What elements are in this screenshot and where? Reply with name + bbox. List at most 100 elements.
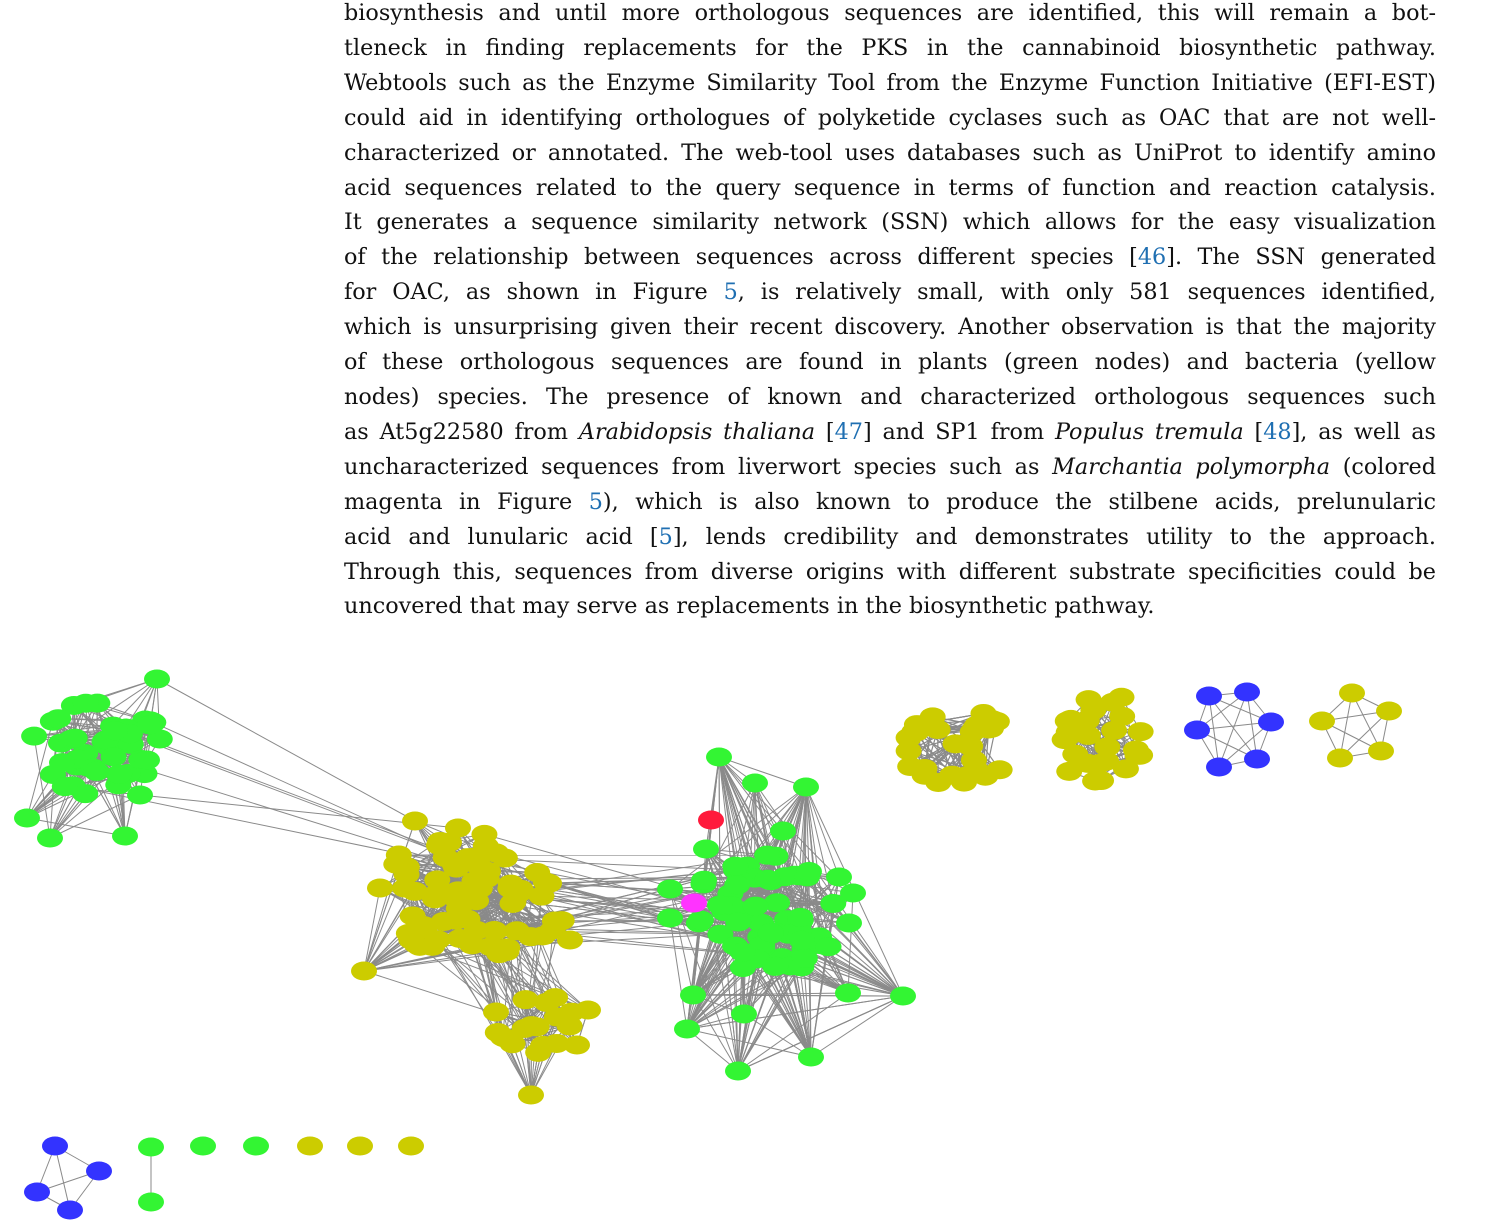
citation-link[interactable]: 48 (1263, 418, 1292, 445)
text-line: uncovered that may serve as replacements… (344, 589, 1436, 624)
network-edge (669, 888, 694, 996)
network-edge (767, 878, 904, 997)
network-edge (156, 678, 416, 822)
network-edge (805, 786, 834, 904)
bacteria-node (503, 921, 530, 941)
network-edge (805, 786, 840, 878)
plant-node (835, 983, 861, 1003)
plant-node (687, 910, 714, 930)
plant-node (657, 908, 683, 928)
bacteria-node (398, 1136, 424, 1156)
network-edge (54, 1145, 71, 1211)
plant-node (731, 1004, 757, 1024)
network-edge (112, 725, 441, 851)
bacteria-node (524, 863, 551, 883)
text-run: biosynthesis and until more orthologous … (344, 0, 1436, 26)
bacteria-node (1122, 740, 1149, 760)
text-line: for OAC, as shown in Figure 5, is relati… (344, 275, 1436, 310)
bacteria-node (1056, 761, 1083, 781)
network-edge (1208, 695, 1220, 768)
network-edge (743, 1013, 812, 1058)
network-edge (754, 782, 904, 997)
bacteria-node (483, 1002, 509, 1022)
citation-link[interactable]: 5 (588, 488, 603, 515)
network-edge (524, 935, 544, 1029)
text-line: acid sequences related to the query sequ… (344, 171, 1436, 206)
bacteria-node (1055, 722, 1082, 742)
plant-node (890, 986, 916, 1006)
network-edge (686, 945, 736, 1030)
bacteria-node (575, 1000, 601, 1020)
text-run: could aid in identifying orthologues of … (344, 104, 1436, 131)
text-run: ]. The SSN generated (1166, 244, 1436, 271)
other-node (1258, 712, 1284, 732)
network-edge (1246, 691, 1258, 760)
network-edge (153, 721, 461, 863)
plant-node (840, 883, 866, 903)
other-node (1184, 720, 1210, 740)
network-edge (457, 890, 589, 1011)
network-edge (686, 995, 904, 1030)
species-name: Arabidopsis thaliana (578, 418, 815, 445)
bacteria-node (518, 1085, 544, 1105)
text-run: uncharacterized sequences from liverwort… (344, 453, 1053, 480)
plant-node (815, 937, 842, 957)
plant-node (657, 879, 683, 899)
bacteria-node (1082, 771, 1109, 791)
text-line: magenta in Figure 5), which is also know… (344, 485, 1436, 520)
text-run: tleneck in finding replacements for the … (344, 34, 1436, 61)
bacteria-node (1327, 748, 1353, 768)
bacteria-node (903, 722, 930, 742)
bacteria-node (398, 930, 425, 950)
plant-node (691, 870, 718, 890)
plant-node (788, 930, 815, 950)
citation-link[interactable]: 5 (658, 523, 673, 550)
text-line: characterized or annotated. The web-tool… (344, 136, 1436, 171)
text-run: Through this, sequences from diverse ori… (344, 558, 1436, 585)
plant-node (754, 869, 781, 889)
species-name: Populus tremula (1054, 418, 1244, 445)
network-edge (1339, 692, 1353, 759)
bacteria-node (964, 715, 991, 735)
plant-node (725, 1061, 751, 1081)
text-run: ], as well as (1291, 418, 1436, 445)
plant-node (14, 808, 40, 828)
bacteria-node (942, 734, 969, 754)
text-run: (colored (1330, 453, 1436, 480)
bacteria-node (425, 835, 452, 855)
text-run: Webtools such as the Enzyme Similarity T… (344, 69, 1436, 96)
network-edge (718, 756, 801, 918)
network-edge (26, 817, 126, 837)
bacteria-node (986, 760, 1013, 780)
citation-link[interactable]: 5 (723, 279, 738, 306)
plant-node (795, 862, 822, 882)
text-run: [ (815, 418, 835, 445)
bacteria-node (443, 858, 470, 878)
marchantia-node (681, 893, 707, 913)
bacteria-node (419, 936, 446, 956)
bacteria-node (347, 1136, 373, 1156)
network-edge (805, 786, 820, 937)
plant-node (100, 747, 127, 767)
bacteria-node (1376, 701, 1402, 721)
text-line: nodes) species. The presence of known an… (344, 380, 1436, 415)
plant-node (190, 1136, 216, 1156)
network-edge (57, 718, 74, 787)
network-edge (737, 992, 849, 1072)
text-run: [ (1243, 418, 1264, 445)
other-node (1196, 686, 1222, 706)
network-edge (760, 936, 904, 997)
plant-node (770, 821, 796, 841)
plant-node (37, 828, 63, 848)
bacteria-node (491, 848, 518, 868)
plant-node (754, 845, 781, 865)
text-line: It generates a sequence similarity netwo… (344, 205, 1436, 240)
network-edge (806, 876, 904, 997)
text-line: of the relationship between sequences ac… (344, 240, 1436, 275)
text-run: of the relationship between sequences ac… (344, 244, 1138, 271)
citation-link[interactable]: 46 (1137, 244, 1167, 271)
plant-node (787, 907, 814, 927)
plant-node (146, 729, 173, 749)
other-node (42, 1136, 68, 1156)
citation-link[interactable]: 47 (834, 418, 863, 445)
